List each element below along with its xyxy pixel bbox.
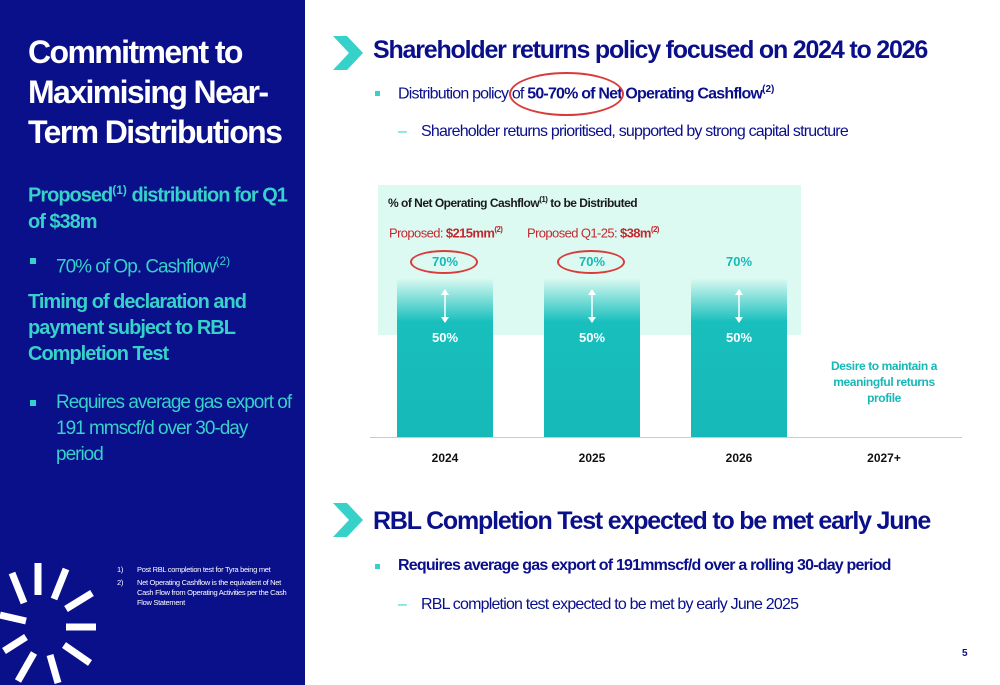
- proposed-2024-label: Proposed: $215mm(2): [389, 225, 503, 241]
- bar-mid-label-2025: 50%: [578, 330, 606, 345]
- company-logo-icon: [0, 563, 96, 684]
- footnote-ref: (2): [215, 254, 231, 268]
- footnotes: 1) Post RBL completion test for Tyra bei…: [117, 565, 297, 611]
- proposed-2025-label: Proposed Q1-25: $38m(2): [527, 225, 659, 240]
- page-title: Commitment to Maximising Near-Term Distr…: [28, 34, 283, 150]
- highlight-circle: [509, 72, 624, 116]
- footnote-ref: (2): [650, 225, 660, 234]
- chevron-right-icon: [333, 503, 363, 537]
- category-label-2027: 2027+: [867, 451, 901, 465]
- page-number: 5: [962, 648, 968, 659]
- proposed-text: Proposed:: [389, 225, 446, 241]
- range-arrow-icon: [441, 289, 449, 323]
- section-title-shareholder-returns: Shareholder returns policy focused on 20…: [373, 36, 928, 64]
- rbl-expected-subbullet: – RBL completion test expected to be met …: [398, 596, 799, 614]
- category-label-2025: 2025: [578, 451, 606, 465]
- footnote-number: 1): [117, 565, 124, 574]
- footnote-1: 1) Post RBL completion test for Tyra bei…: [117, 565, 297, 575]
- shareholder-returns-subbullet: – Shareholder returns prioritised, suppor…: [398, 123, 849, 141]
- bar-top-label-2026: 70%: [725, 254, 753, 269]
- bullet-square-icon: [375, 564, 380, 569]
- footnote-ref: (1): [539, 195, 548, 204]
- gas-export-requirement-bullet: Requires average gas export of 191mmscf/…: [375, 557, 891, 575]
- proposed-value: $215mm: [445, 225, 495, 241]
- chart-title-text: to be Distributed: [547, 196, 638, 210]
- gas-export-requirement-text: Requires average gas export of 191mmscf/…: [398, 557, 891, 574]
- bullet-square-icon: [30, 400, 36, 406]
- op-cashflow-bullet: 70% of Op. Cashflow(2): [28, 248, 293, 280]
- footnote-text: Post RBL completion test for Tyra being …: [137, 565, 271, 574]
- timing-heading: Timing of declaration and payment subjec…: [28, 291, 247, 365]
- rbl-expected-text: RBL completion test expected to be met b…: [421, 596, 799, 613]
- desire-annotation: Desire to maintain a meaningful returns …: [830, 359, 938, 405]
- x-axis-line: [370, 437, 962, 438]
- proposed-text: Proposed: [28, 184, 113, 207]
- range-arrow-icon: [735, 289, 743, 323]
- bullet-square-icon: [30, 258, 36, 264]
- gas-export-bullet: Requires average gas export of 191 mmscf…: [28, 390, 293, 468]
- bar-mid-label-2024: 50%: [431, 330, 459, 345]
- op-cashflow-text: 70% of Op. Cashflow: [56, 256, 216, 278]
- chevron-right-icon: [333, 36, 363, 70]
- chart-title-text: % of Net Operating Cashflow: [388, 196, 540, 210]
- proposed-distribution-heading: Proposed(1) distribution for Q1 of $38m: [28, 177, 293, 235]
- distribution-policy-text: Distribution policy of: [398, 85, 528, 103]
- proposed-text: Proposed Q1-25:: [527, 225, 621, 241]
- dash-icon: –: [398, 596, 407, 613]
- footnote-ref: (2): [762, 84, 775, 95]
- category-label-2024: 2024: [431, 451, 459, 465]
- chart-title: % of Net Operating Cashflow(1) to be Dis…: [388, 195, 638, 210]
- gas-export-text: Requires average gas export of 191 mmscf…: [56, 392, 292, 465]
- footnote-number: 2): [117, 578, 124, 587]
- left-panel: Commitment to Maximising Near-Term Distr…: [0, 0, 305, 685]
- footnote-ref: (1): [112, 183, 127, 197]
- dash-icon: –: [398, 123, 407, 140]
- distribution-text: distribution for Q1 of $38m: [28, 184, 288, 233]
- highlight-circle-2024: [410, 250, 478, 274]
- shareholder-returns-text: Shareholder returns prioritised, support…: [421, 123, 849, 140]
- footnote-text: Net Operating Cashflow is the equivalent…: [137, 578, 287, 607]
- section-title-rbl-completion: RBL Completion Test expected to be met e…: [373, 507, 931, 535]
- range-arrow-icon: [588, 289, 596, 323]
- footnote-2: 2) Net Operating Cashflow is the equival…: [117, 578, 297, 608]
- proposed-value: $38m: [620, 225, 651, 241]
- footnote-ref: (2): [494, 225, 503, 234]
- highlight-circle-2025: [557, 250, 625, 274]
- category-label-2026: 2026: [725, 451, 753, 465]
- bar-mid-label-2026: 50%: [725, 330, 753, 345]
- bullet-square-icon: [375, 91, 380, 96]
